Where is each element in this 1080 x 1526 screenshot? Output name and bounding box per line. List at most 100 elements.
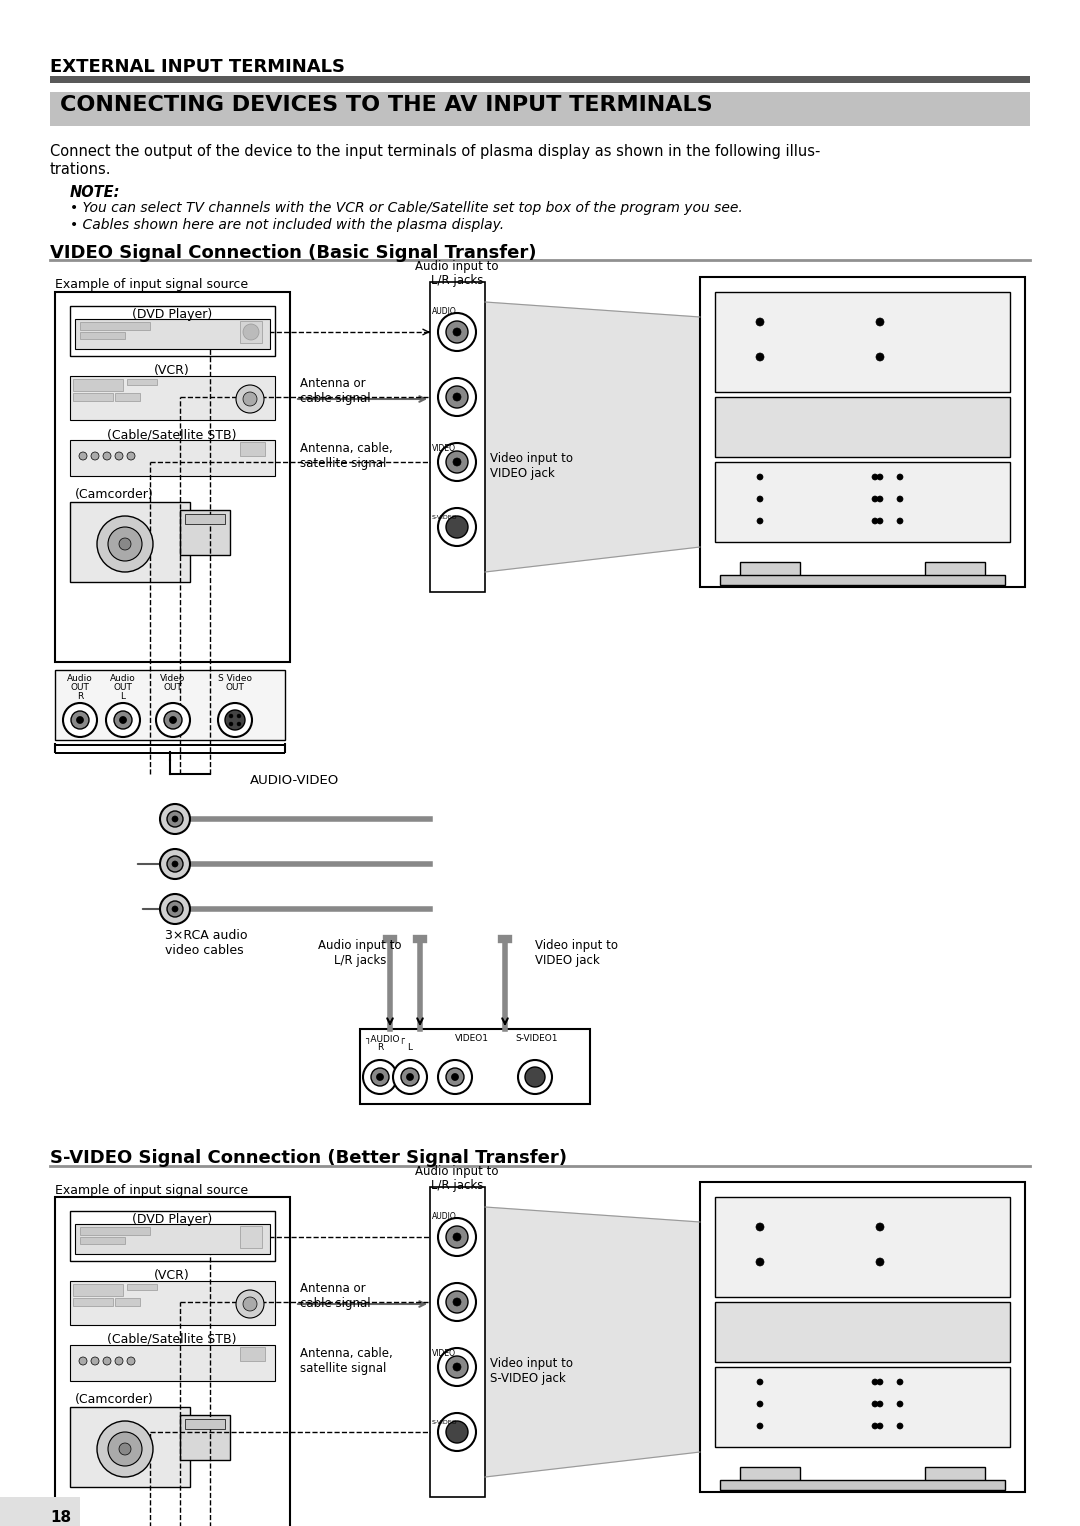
Circle shape xyxy=(897,496,903,502)
Text: S-VIDEO Signal Connection (Better Signal Transfer): S-VIDEO Signal Connection (Better Signal… xyxy=(50,1149,567,1167)
Text: • Cables shown here are not included with the plasma display.: • Cables shown here are not included wit… xyxy=(70,218,504,232)
Circle shape xyxy=(243,392,257,406)
Circle shape xyxy=(872,1424,878,1428)
Bar xyxy=(185,1419,225,1428)
Circle shape xyxy=(876,1257,885,1267)
Circle shape xyxy=(170,717,176,723)
Circle shape xyxy=(363,1061,397,1094)
Circle shape xyxy=(127,452,135,459)
Bar xyxy=(70,307,275,356)
Text: (VCR): (VCR) xyxy=(154,1270,190,1282)
Circle shape xyxy=(756,1257,764,1267)
Circle shape xyxy=(872,496,878,502)
Text: CONNECTING DEVICES TO THE AV INPUT TERMINALS: CONNECTING DEVICES TO THE AV INPUT TERMI… xyxy=(60,95,713,114)
Text: (Cable/Satellite STB): (Cable/Satellite STB) xyxy=(107,1334,237,1346)
Bar xyxy=(715,397,1010,456)
Bar xyxy=(75,319,270,349)
Text: Antenna, cable,
satellite signal: Antenna, cable, satellite signal xyxy=(300,443,393,470)
Text: (Camcorder): (Camcorder) xyxy=(75,488,153,501)
Circle shape xyxy=(119,1444,131,1454)
Bar xyxy=(127,378,157,385)
Circle shape xyxy=(167,900,183,917)
Bar xyxy=(127,1283,157,1289)
Circle shape xyxy=(872,1380,878,1386)
Text: AUDIO-VIDEO: AUDIO-VIDEO xyxy=(249,774,339,787)
Text: R: R xyxy=(77,691,83,700)
Text: EXTERNAL INPUT TERMINALS: EXTERNAL INPUT TERMINALS xyxy=(50,58,345,76)
Circle shape xyxy=(438,1061,472,1094)
Text: AUDIO: AUDIO xyxy=(432,307,457,316)
Circle shape xyxy=(243,324,259,340)
Bar xyxy=(720,575,1005,584)
Text: Antenna or
cable signal: Antenna or cable signal xyxy=(300,377,370,404)
Text: Audio: Audio xyxy=(67,674,93,684)
Circle shape xyxy=(406,1073,414,1080)
Circle shape xyxy=(872,475,878,481)
Text: Antenna, cable,
satellite signal: Antenna, cable, satellite signal xyxy=(300,1347,393,1375)
Bar xyxy=(715,462,1010,542)
Bar xyxy=(80,333,125,339)
Circle shape xyxy=(897,475,903,481)
Bar xyxy=(700,278,1025,588)
Circle shape xyxy=(518,1061,552,1094)
Bar xyxy=(185,514,225,523)
Text: (Cable/Satellite STB): (Cable/Satellite STB) xyxy=(107,427,237,441)
Circle shape xyxy=(237,385,264,414)
Circle shape xyxy=(876,1222,885,1231)
Circle shape xyxy=(225,710,245,729)
Text: (VCR): (VCR) xyxy=(154,365,190,377)
Circle shape xyxy=(438,1413,476,1451)
Bar xyxy=(70,1407,190,1486)
Circle shape xyxy=(872,1401,878,1407)
Circle shape xyxy=(453,394,461,401)
Circle shape xyxy=(108,1431,141,1466)
Circle shape xyxy=(525,1067,545,1087)
Polygon shape xyxy=(485,1207,700,1477)
Circle shape xyxy=(103,1357,111,1364)
Circle shape xyxy=(757,1401,762,1407)
Text: Audio input to: Audio input to xyxy=(415,1164,499,1178)
Bar xyxy=(715,1302,1010,1363)
Text: Audio input to: Audio input to xyxy=(415,259,499,273)
Circle shape xyxy=(438,1218,476,1256)
Bar xyxy=(240,1225,262,1248)
Circle shape xyxy=(438,508,476,546)
Text: S-VIDEO1: S-VIDEO1 xyxy=(515,1035,557,1042)
Circle shape xyxy=(756,353,764,362)
Text: R: R xyxy=(377,1042,383,1051)
Text: VIDEO: VIDEO xyxy=(432,1349,456,1358)
Circle shape xyxy=(453,458,461,465)
Circle shape xyxy=(438,443,476,481)
Bar xyxy=(0,1497,80,1526)
Circle shape xyxy=(97,1421,153,1477)
Bar xyxy=(70,502,190,581)
Text: trations.: trations. xyxy=(50,162,111,177)
Circle shape xyxy=(79,1357,87,1364)
Bar xyxy=(70,1280,275,1325)
Bar xyxy=(55,752,285,754)
Circle shape xyxy=(237,714,241,719)
Bar xyxy=(70,1344,275,1381)
Text: Example of input signal source: Example of input signal source xyxy=(55,278,248,291)
Text: Antenna or
cable signal: Antenna or cable signal xyxy=(300,1282,370,1309)
Circle shape xyxy=(897,1401,903,1407)
Circle shape xyxy=(119,539,131,549)
Text: OUT: OUT xyxy=(226,684,244,691)
Text: • You can select TV channels with the VCR or Cable/Satellite set top box of the : • You can select TV channels with the VC… xyxy=(70,201,743,215)
Circle shape xyxy=(451,1073,459,1080)
Text: S-VIDEO: S-VIDEO xyxy=(432,514,458,520)
Circle shape xyxy=(229,722,233,726)
Circle shape xyxy=(877,1424,883,1428)
Circle shape xyxy=(453,328,461,336)
Text: (DVD Player): (DVD Player) xyxy=(132,1213,212,1225)
Bar xyxy=(73,1299,113,1306)
Circle shape xyxy=(91,1357,99,1364)
Circle shape xyxy=(156,703,190,737)
Circle shape xyxy=(401,1068,419,1087)
Circle shape xyxy=(446,452,468,473)
Circle shape xyxy=(877,1401,883,1407)
Circle shape xyxy=(114,711,132,729)
Circle shape xyxy=(446,1068,464,1087)
Circle shape xyxy=(756,317,764,327)
Bar xyxy=(715,291,1010,392)
